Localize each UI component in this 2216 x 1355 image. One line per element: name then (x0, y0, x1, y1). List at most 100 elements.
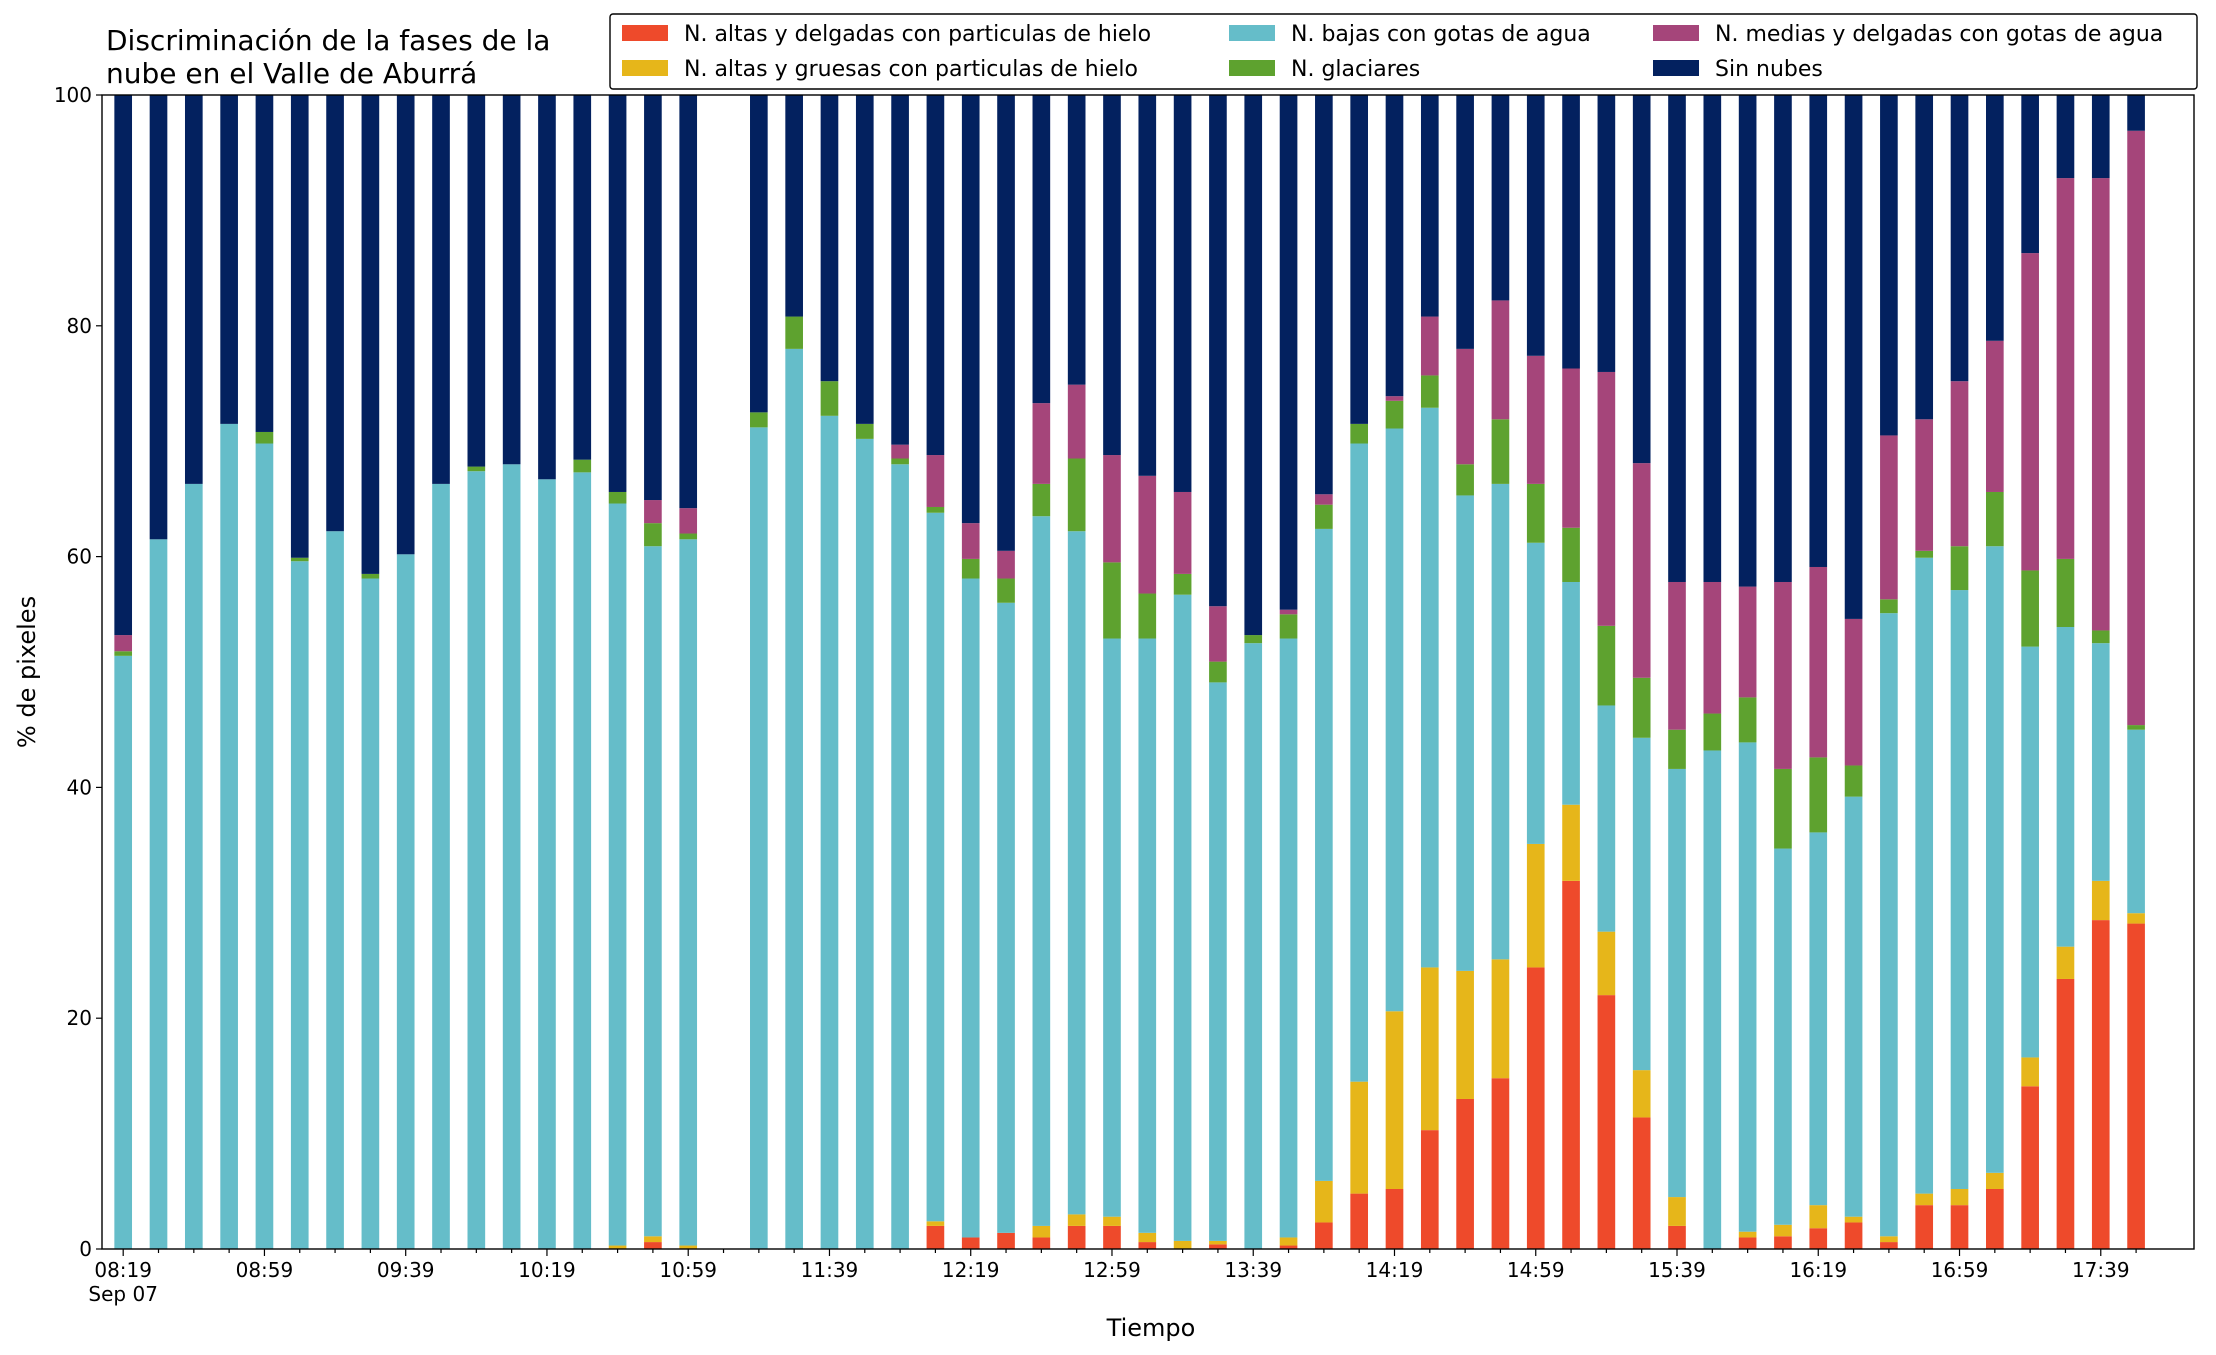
bar-segment (1880, 1236, 1898, 1243)
bar-segment (1950, 95, 1969, 382)
bar-segment (1279, 638, 1298, 1238)
bar-segment (1632, 1070, 1651, 1118)
bar-segment (255, 431, 274, 444)
bar-segment (1279, 1237, 1298, 1246)
bar-segment (997, 95, 1015, 551)
bar-segment (396, 554, 415, 1249)
bar-segment (1420, 95, 1439, 317)
bar-segment (1067, 384, 1086, 459)
bar-segment (326, 531, 344, 1249)
x-tick-label: 14:59 (1507, 1258, 1565, 1282)
bar-segment (1950, 590, 1969, 1189)
bar-segment (1844, 618, 1863, 766)
legend-label: N. altas y gruesas con particulas de hie… (684, 57, 1138, 82)
bar-segment (1562, 880, 1580, 1249)
bar-segment (538, 479, 556, 1250)
bar-segment (1809, 1228, 1828, 1249)
bar-segment (396, 95, 415, 555)
legend-swatch (1653, 25, 1699, 41)
bar-segment (1632, 1117, 1651, 1249)
bar-segment (2056, 946, 2075, 979)
bar-segment (1950, 1205, 1969, 1249)
y-tick-label: 0 (79, 1237, 92, 1261)
bar-segment (1809, 566, 1828, 758)
bar-segment (926, 512, 945, 1222)
bar-segment (1562, 527, 1580, 582)
bar-segment (2056, 626, 2075, 947)
bar-segment (1844, 765, 1863, 797)
bar-segment (997, 1232, 1015, 1249)
x-tick-label: 12:59 (1083, 1258, 1141, 1282)
bar-segment (1067, 531, 1086, 1215)
bar-segment (997, 550, 1015, 579)
bar-segment (891, 95, 909, 445)
bar-segment (1703, 95, 1722, 582)
bar-segment (1103, 95, 1121, 456)
bar-segment (220, 423, 238, 1249)
bar-segment (1880, 435, 1898, 600)
bar-segment (644, 95, 662, 501)
bar-segment (1774, 581, 1792, 769)
bar-segment (2021, 570, 2039, 647)
bar-segment (1632, 677, 1651, 738)
bar-segment (2021, 646, 2039, 1058)
bar-segment (149, 95, 168, 540)
bar-segment (1880, 95, 1898, 436)
bar-segment (290, 561, 309, 1249)
bar-segment (1526, 355, 1545, 484)
bar-segment (1315, 494, 1333, 505)
legend-label: N. bajas con gotas de agua (1291, 22, 1591, 47)
x-tick-label: 13:39 (1224, 1258, 1282, 1282)
bar-segment (2091, 880, 2110, 921)
bar-segment (1103, 638, 1121, 1217)
bar-segment (820, 415, 839, 1249)
bar-segment (1456, 1098, 1474, 1249)
bar-segment (608, 1245, 627, 1249)
x-tick-label: 16:19 (1789, 1258, 1847, 1282)
bar-segment (467, 471, 486, 1250)
bar-segment (2021, 253, 2039, 571)
bar-segment (1950, 381, 1969, 547)
bar-segment (1668, 95, 1686, 582)
bar-segment (114, 655, 133, 1249)
bar-segment (961, 523, 980, 559)
bar-segment (1597, 95, 1616, 372)
bar-segment (1456, 970, 1474, 1099)
bar-segment (1491, 419, 1510, 484)
bar-segment (1738, 95, 1757, 587)
bar-segment (2127, 923, 2145, 1249)
bar-segment (1774, 848, 1792, 1225)
bar-segment (361, 95, 380, 574)
bar-segment (1315, 1180, 1333, 1223)
bar-segment (2091, 178, 2110, 631)
bar-segment (2091, 95, 2110, 179)
chart-title: Discriminación de la fases de la (106, 24, 550, 57)
bar-segment (2127, 95, 2145, 131)
legend-swatch (622, 25, 668, 41)
bar-segment (891, 458, 909, 465)
bar-segment (1844, 1216, 1863, 1223)
legend-label: N. medias y delgadas con gotas de agua (1715, 22, 2163, 47)
bar-segment (1385, 1188, 1404, 1249)
bar-segment (785, 316, 803, 349)
bar-segment (961, 558, 980, 579)
bar-segment (891, 464, 909, 1249)
bar-segment (1420, 375, 1439, 408)
bar-segment (1173, 573, 1192, 595)
bar-segment (1703, 581, 1722, 714)
bar-segment (1491, 959, 1510, 1079)
bar-segment (1809, 757, 1828, 833)
bar-segment (961, 578, 980, 1238)
bar-segment (1138, 95, 1157, 476)
bar-segment (2091, 643, 2110, 881)
bar-segment (1915, 419, 1934, 551)
bar-segment (502, 95, 521, 465)
bar-segment (1915, 1193, 1934, 1206)
legend-swatch (622, 60, 668, 76)
bar-segment (361, 578, 380, 1249)
bar-segment (997, 578, 1015, 603)
bar-segment (573, 459, 592, 473)
bar-segment (1880, 613, 1898, 1237)
bar-segment (1103, 1225, 1121, 1249)
